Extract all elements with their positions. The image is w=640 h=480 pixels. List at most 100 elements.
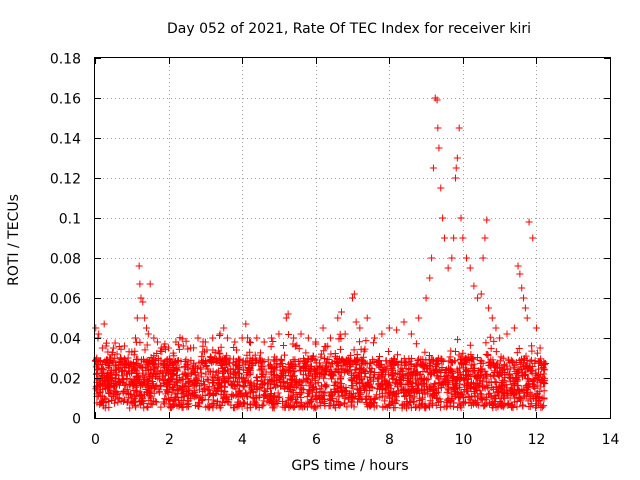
data-point xyxy=(457,388,465,396)
data-point xyxy=(194,402,202,410)
data-point xyxy=(461,374,469,382)
data-point xyxy=(246,338,253,346)
data-point xyxy=(136,401,144,409)
data-point xyxy=(332,353,340,361)
data-point xyxy=(131,334,139,342)
data-point xyxy=(321,389,329,397)
data-point xyxy=(238,334,246,342)
data-point xyxy=(157,403,165,411)
data-point xyxy=(126,381,134,389)
data-point xyxy=(472,400,480,408)
data-point xyxy=(109,344,117,352)
data-point xyxy=(381,397,389,405)
data-point xyxy=(326,368,334,376)
data-point xyxy=(137,381,145,389)
data-point xyxy=(338,380,346,388)
data-point xyxy=(170,370,178,378)
data-point xyxy=(243,371,251,379)
data-point xyxy=(487,372,495,380)
data-point xyxy=(528,342,536,350)
data-point xyxy=(452,164,460,172)
data-point xyxy=(285,360,293,368)
data-point xyxy=(151,364,159,372)
data-point xyxy=(486,389,494,397)
data-point xyxy=(470,282,478,290)
data-point xyxy=(509,380,517,388)
data-point xyxy=(220,324,228,332)
data-point xyxy=(353,351,361,359)
data-point xyxy=(487,393,495,401)
data-point xyxy=(289,389,297,397)
data-point xyxy=(295,362,303,370)
data-points xyxy=(91,94,550,412)
data-point xyxy=(415,314,423,322)
data-point xyxy=(137,294,145,302)
data-point xyxy=(428,254,436,262)
data-point xyxy=(428,393,436,401)
data-point xyxy=(257,349,265,357)
data-point xyxy=(243,357,251,365)
data-point xyxy=(407,361,415,369)
data-point xyxy=(282,314,290,322)
data-point xyxy=(162,380,170,388)
data-point xyxy=(229,391,237,399)
data-point xyxy=(386,358,394,366)
data-point xyxy=(249,387,257,395)
data-point xyxy=(120,362,128,370)
data-point xyxy=(368,383,376,391)
y-tick-label: 0.08 xyxy=(50,252,81,268)
data-point xyxy=(417,386,425,394)
data-point xyxy=(421,362,429,370)
data-point xyxy=(378,392,386,400)
data-point xyxy=(365,392,373,400)
data-point xyxy=(508,401,516,409)
data-point xyxy=(521,304,529,312)
data-point xyxy=(347,397,355,405)
data-point xyxy=(279,372,287,380)
data-point xyxy=(412,361,420,369)
data-point xyxy=(165,344,173,352)
data-point xyxy=(349,294,356,302)
data-point xyxy=(239,359,247,367)
data-point xyxy=(178,382,186,390)
data-point xyxy=(425,356,433,364)
data-point xyxy=(340,368,348,376)
data-point xyxy=(376,385,384,393)
data-point xyxy=(214,384,222,392)
y-tick-label: 0.18 xyxy=(50,52,81,68)
data-point xyxy=(517,360,525,368)
data-point xyxy=(257,373,265,381)
data-point xyxy=(476,356,484,364)
data-point xyxy=(346,362,354,370)
data-point xyxy=(457,390,465,398)
data-point xyxy=(182,337,190,345)
data-point xyxy=(353,398,361,406)
data-point xyxy=(482,350,490,358)
data-point xyxy=(135,262,143,270)
data-point xyxy=(187,344,195,352)
data-point xyxy=(371,394,379,402)
data-point xyxy=(456,380,464,388)
data-point xyxy=(363,314,371,322)
data-point xyxy=(203,375,211,383)
data-point xyxy=(424,375,432,383)
data-point xyxy=(460,364,468,372)
data-point xyxy=(287,395,295,403)
data-point xyxy=(512,375,520,383)
data-point xyxy=(317,353,325,361)
data-point xyxy=(312,395,320,403)
y-tick-label: 0.02 xyxy=(50,372,81,388)
data-point xyxy=(356,324,364,332)
data-point xyxy=(216,350,224,358)
data-point xyxy=(356,389,364,397)
data-point xyxy=(378,371,386,379)
data-point xyxy=(469,379,477,387)
data-point xyxy=(440,234,448,242)
data-point xyxy=(258,363,266,371)
data-point xyxy=(451,388,459,396)
data-point xyxy=(139,394,147,402)
data-point xyxy=(164,395,172,403)
data-point xyxy=(472,373,480,381)
data-point xyxy=(422,294,430,302)
data-point xyxy=(519,402,527,410)
